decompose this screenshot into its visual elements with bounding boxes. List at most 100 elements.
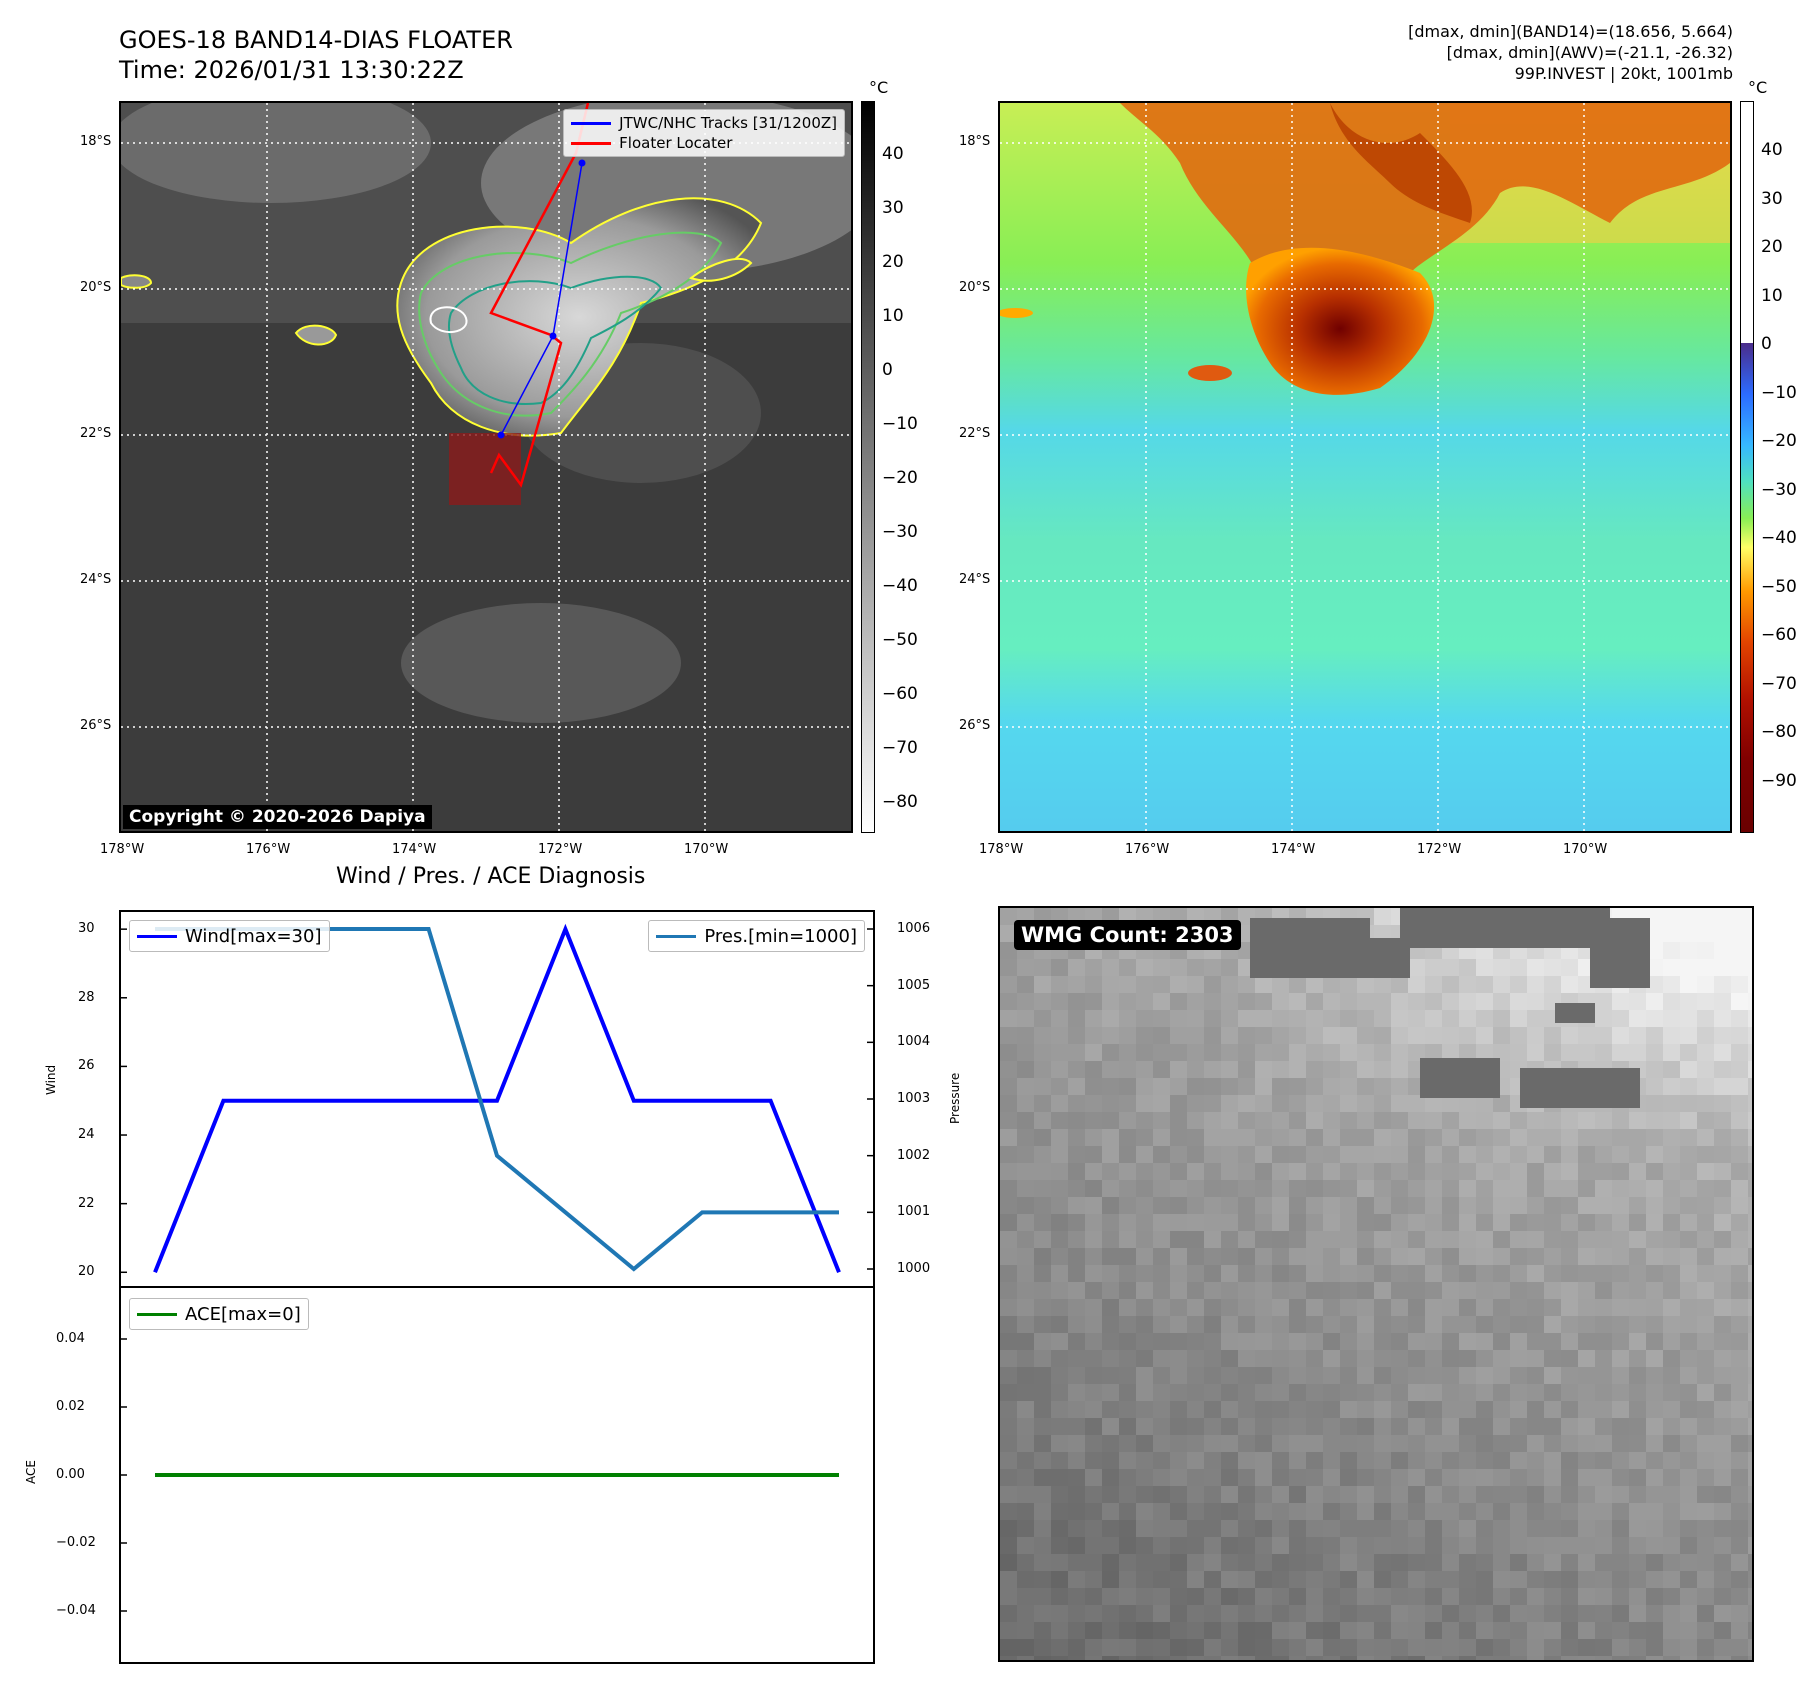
pressure-tick-label: 1001 [897, 1204, 931, 1220]
legend-tracks-label: JTWC/NHC Tracks [31/1200Z] [619, 114, 837, 132]
awv-colorbar-tick: 30 [1761, 188, 1783, 209]
ir-colorbar-tick: −70 [882, 738, 918, 758]
map-legend: JTWC/NHC Tracks [31/1200Z] Floater Locat… [563, 109, 845, 157]
ace-legend: ACE[max=0] [129, 1298, 309, 1330]
ir-lon-label: 178°W [100, 842, 145, 857]
floater-locater-line [489, 103, 590, 488]
ir-lon-label: 172°W [538, 842, 583, 857]
ir-colorbar-tick: −40 [882, 576, 918, 596]
ir-colorbar-tick: −10 [882, 414, 918, 434]
pressure-tick-label: 1003 [897, 1091, 931, 1106]
wind-legend-label: Wind[max=30] [185, 925, 322, 947]
awv-lat-label: 20°S [959, 280, 991, 295]
awv-lon-label: 178°W [979, 842, 1024, 857]
ace-axes: ACE[max=0] [119, 1286, 875, 1664]
band14-range-text: [dmax, dmin](BAND14)=(18.656, 5.664) [1408, 22, 1733, 41]
awv-colorbar [1740, 101, 1754, 833]
awv-colorbar-tick: −40 [1761, 528, 1797, 548]
pressure-axis-label: Pressure [948, 1072, 962, 1124]
ace-tick-label: −0.04 [56, 1603, 96, 1618]
ir-lat-label: 18°S [80, 134, 112, 149]
ir-lon-label: 170°W [684, 842, 729, 857]
awv-colorbar-tick: −90 [1761, 770, 1797, 791]
ir-colorbar-tick: −60 [882, 684, 918, 704]
figure-title: GOES-18 BAND14-DIAS FLOATER [119, 26, 513, 54]
pressure-tick-label: 1002 [897, 1147, 931, 1163]
wind-axis-label: Wind [44, 1064, 58, 1095]
ir-colorbar-tick: −20 [882, 468, 918, 488]
ir-colorbar-unit: °C [869, 78, 889, 97]
ir-colorbar-tick: 10 [882, 306, 904, 326]
awv-lon-label: 172°W [1417, 842, 1462, 857]
ir-map-panel: JTWC/NHC Tracks [31/1200Z] Floater Locat… [119, 101, 853, 833]
wmg-panel: WMG Count: 2303 [998, 906, 1754, 1662]
awv-lon-label: 174°W [1271, 842, 1316, 857]
wmg-count-badge: WMG Count: 2303 [1014, 920, 1241, 950]
awv-map-image [1000, 103, 1730, 831]
awv-map-panel [998, 101, 1732, 833]
ace-legend-label: ACE[max=0] [185, 1303, 301, 1325]
awv-lon-label: 170°W [1563, 842, 1608, 857]
wind-tick-label: 28 [78, 989, 95, 1005]
ace-plot [121, 1338, 839, 1612]
ir-lat-label: 20°S [80, 280, 112, 295]
copyright-label: Copyright © 2020-2026 Dapiya [123, 805, 432, 829]
pres-legend-label: Pres.[min=1000] [704, 925, 857, 947]
ace-tick-label: 0.04 [56, 1331, 85, 1346]
awv-colorbar-tick: −80 [1761, 722, 1797, 742]
wind-tick-label: 30 [78, 921, 95, 937]
ir-colorbar-tick: −50 [882, 630, 918, 650]
awv-colorbar-unit: °C [1748, 78, 1768, 97]
awv-lat-label: 26°S [959, 718, 991, 733]
pressure-tick-label: 1000 [897, 1261, 931, 1276]
ace-tick-label: 0.00 [56, 1467, 85, 1482]
wmg-image [1000, 908, 1752, 1660]
ir-lat-label: 24°S [80, 572, 112, 587]
ir-map-image [121, 103, 851, 831]
ir-colorbar-tick: −80 [882, 792, 918, 812]
ace-tick-label: 0.02 [56, 1399, 85, 1414]
wind-pressure-plot [121, 923, 873, 1274]
ir-lat-label: 26°S [80, 718, 112, 733]
wind-series-line [153, 923, 841, 1274]
awv-lat-label: 24°S [959, 572, 991, 587]
awv-range-text: [dmax, dmin](AWV)=(-21.1, -26.32) [1446, 43, 1733, 62]
awv-colorbar-tick: −20 [1761, 431, 1797, 451]
figure-time: Time: 2026/01/31 13:30:22Z [119, 56, 464, 84]
ir-colorbar-tick: 40 [882, 144, 904, 164]
ir-lon-label: 174°W [392, 842, 437, 857]
awv-colorbar-tick: −50 [1761, 576, 1797, 597]
awv-lat-label: 22°S [959, 426, 991, 441]
pressure-tick-label: 1006 [897, 921, 931, 936]
pressure-tick-label: 1004 [897, 1034, 931, 1050]
awv-colorbar-tick: 40 [1761, 140, 1783, 160]
diagnosis-title: Wind / Pres. / ACE Diagnosis [336, 864, 646, 889]
pressure-tick-label: 1005 [897, 977, 931, 993]
wind-tick-label: 20 [78, 1264, 95, 1280]
awv-colorbar-tick: 10 [1761, 285, 1783, 306]
ir-colorbar-tick: 20 [882, 252, 904, 272]
storm-info-text: 99P.INVEST | 20kt, 1001mb [1514, 64, 1733, 83]
awv-colorbar-tick: 20 [1761, 237, 1783, 257]
awv-colorbar-tick: 0 [1761, 334, 1772, 354]
wind-tick-label: 22 [78, 1195, 95, 1211]
pres-legend: Pres.[min=1000] [648, 920, 865, 952]
ir-colorbar-tick: 0 [882, 360, 893, 380]
awv-lat-label: 18°S [959, 134, 991, 149]
ir-lon-label: 176°W [246, 842, 291, 857]
awv-colorbar-tick: −10 [1761, 382, 1797, 403]
awv-colorbar-tick: −30 [1761, 479, 1797, 500]
ir-colorbar [861, 101, 875, 833]
wind-legend: Wind[max=30] [129, 920, 330, 952]
awv-colorbar-tick: −60 [1761, 625, 1797, 645]
wind-tick-label: 26 [78, 1058, 95, 1074]
ir-lat-label: 22°S [80, 426, 112, 441]
wind-pressure-axes: Wind[max=30] Pres.[min=1000] [119, 910, 875, 1288]
ir-colorbar-tick: −30 [882, 522, 918, 542]
ace-tick-label: −0.02 [56, 1535, 96, 1550]
awv-lon-label: 176°W [1125, 842, 1170, 857]
wind-tick-label: 24 [78, 1127, 95, 1143]
awv-colorbar-tick: −70 [1761, 673, 1797, 694]
legend-floater-label: Floater Locater [619, 134, 733, 152]
ir-colorbar-tick: 30 [882, 198, 904, 218]
